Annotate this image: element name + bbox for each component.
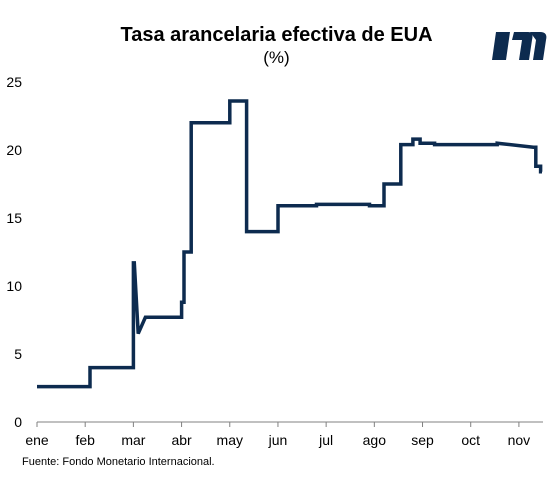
y-tick-label: 15 bbox=[6, 210, 22, 226]
x-tick-label: nov bbox=[508, 432, 531, 448]
x-tick-label: feb bbox=[75, 432, 95, 448]
x-axis-ticks: ene feb mar abr may jun jul ago sep oct nov bbox=[25, 422, 530, 448]
logo-mark-middle bbox=[512, 32, 533, 60]
x-tick-label: ago bbox=[363, 432, 387, 448]
x-tick-label: may bbox=[217, 432, 243, 448]
x-tick-label: mar bbox=[121, 432, 145, 448]
y-tick-label: 0 bbox=[14, 414, 22, 430]
y-tick-label: 25 bbox=[6, 74, 22, 90]
source-note: Fuente: Fondo Monetario Internacional. bbox=[22, 456, 215, 468]
x-tick-label: jun bbox=[268, 432, 288, 448]
x-tick-label: oct bbox=[461, 432, 480, 448]
chart-subtitle: (%) bbox=[263, 48, 290, 67]
bank-logo-icon bbox=[492, 32, 547, 60]
x-tick-label: jul bbox=[318, 432, 333, 448]
y-tick-label: 5 bbox=[14, 346, 22, 362]
logo-mark-right bbox=[530, 32, 547, 60]
y-axis-ticks: 0 5 10 15 20 25 bbox=[6, 74, 22, 430]
chart-series bbox=[37, 99, 543, 389]
series-line bbox=[37, 99, 543, 389]
x-tick-label: sep bbox=[411, 432, 434, 448]
y-tick-label: 10 bbox=[6, 278, 22, 294]
chart-title: Tasa arancelaria efectiva de EUA bbox=[120, 24, 433, 46]
logo-mark-left bbox=[492, 32, 510, 60]
x-tick-label: abr bbox=[171, 432, 192, 448]
y-tick-label: 20 bbox=[6, 142, 22, 158]
x-tick-label: ene bbox=[25, 432, 49, 448]
